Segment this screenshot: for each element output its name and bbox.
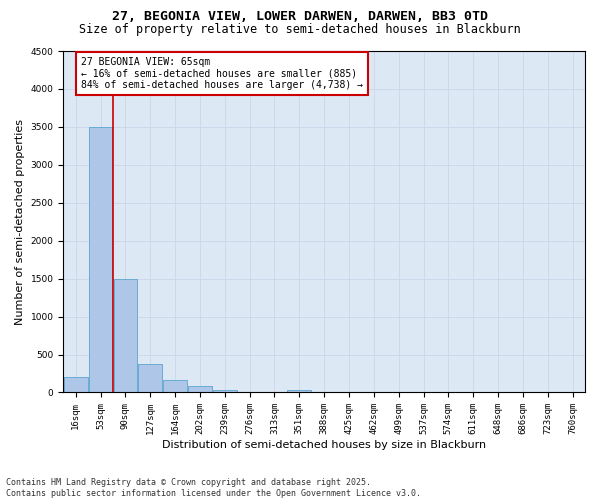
Y-axis label: Number of semi-detached properties: Number of semi-detached properties [15,118,25,324]
X-axis label: Distribution of semi-detached houses by size in Blackburn: Distribution of semi-detached houses by … [162,440,486,450]
Bar [64,378,88,392]
Bar [113,278,137,392]
Text: Size of property relative to semi-detached houses in Blackburn: Size of property relative to semi-detach… [79,22,521,36]
Text: 27, BEGONIA VIEW, LOWER DARWEN, DARWEN, BB3 0TD: 27, BEGONIA VIEW, LOWER DARWEN, DARWEN, … [112,10,488,23]
Bar [188,386,212,392]
Bar [139,364,162,392]
Text: Contains HM Land Registry data © Crown copyright and database right 2025.
Contai: Contains HM Land Registry data © Crown c… [6,478,421,498]
Bar [89,127,112,392]
Bar [213,390,236,392]
Bar [287,390,311,392]
Text: 27 BEGONIA VIEW: 65sqm
← 16% of semi-detached houses are smaller (885)
84% of se: 27 BEGONIA VIEW: 65sqm ← 16% of semi-det… [80,57,362,90]
Bar [163,380,187,392]
